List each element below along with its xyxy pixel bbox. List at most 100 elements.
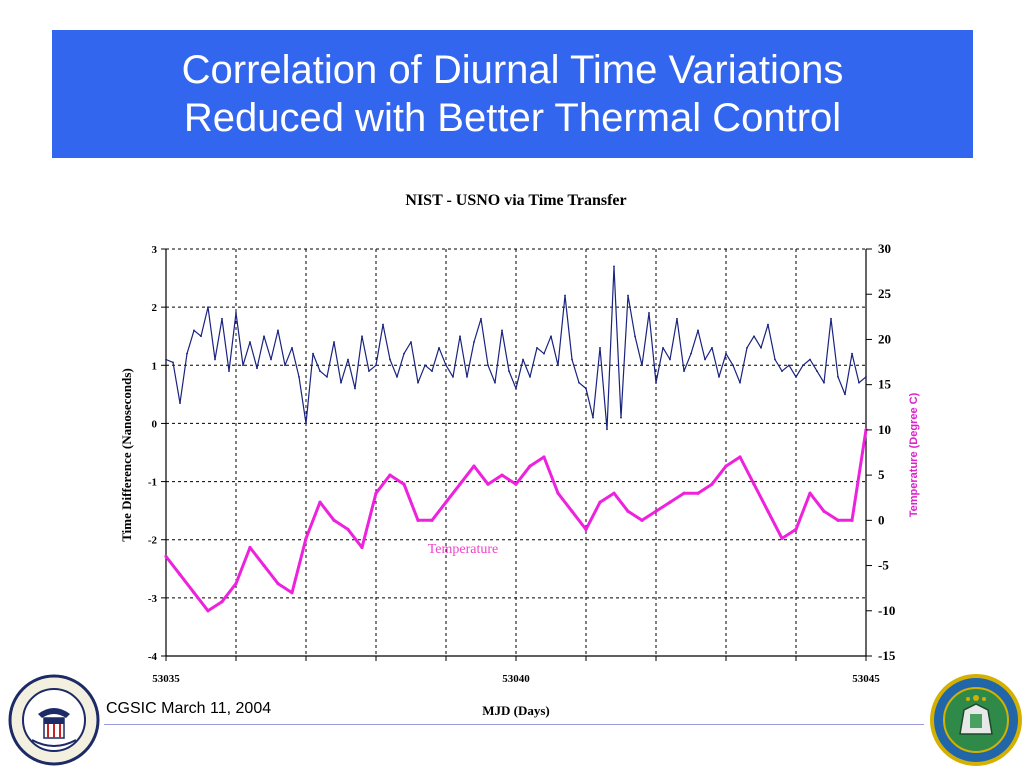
temperature-point [738, 455, 742, 459]
time-difference-point [739, 381, 741, 384]
temperature-point [458, 482, 462, 486]
time-difference-point [837, 376, 839, 378]
slide-title-line-1: Correlation of Diurnal Time Variations [181, 48, 844, 92]
temperature-point [612, 491, 616, 495]
y2-tick-label: 30 [878, 241, 891, 256]
y-tick-label: 1 [152, 360, 158, 372]
time-difference-point [193, 329, 195, 332]
time-difference-point [221, 317, 223, 320]
y-axis-label: Time Difference (Nanoseconds) [119, 368, 134, 542]
temperature-point [794, 527, 798, 531]
time-difference-point [235, 312, 237, 314]
time-difference-point [298, 376, 300, 378]
time-difference-point [746, 346, 748, 349]
time-difference-point [312, 352, 314, 355]
time-difference-point [767, 323, 769, 326]
time-difference-point [403, 352, 405, 355]
temperature-point [514, 482, 518, 486]
y-tick-label: 3 [152, 244, 158, 256]
time-difference-point [697, 329, 699, 332]
temperature-point [346, 527, 350, 531]
time-difference-point [655, 381, 657, 384]
time-difference-point [592, 416, 594, 419]
temperature-point [654, 509, 658, 513]
time-difference-point [214, 358, 216, 361]
temperature-point [206, 609, 210, 613]
y-tick-label: 0 [152, 418, 158, 430]
title-banner: Correlation of Diurnal Time Variations R… [52, 30, 973, 158]
time-difference-point [648, 312, 650, 314]
x-tick-label: 53045 [852, 673, 880, 685]
time-difference-point [515, 387, 517, 390]
temperature-point [430, 518, 434, 522]
time-difference-point [606, 428, 608, 431]
temperature-point [332, 518, 336, 522]
time-difference-point [564, 294, 566, 297]
chart-series [164, 265, 868, 613]
time-difference-point [718, 376, 720, 378]
y2-tick-label: -15 [878, 648, 896, 663]
time-difference-point [809, 358, 811, 361]
time-difference-point [375, 364, 377, 367]
time-difference-point [172, 361, 174, 364]
temperature-point [262, 563, 266, 568]
temperature-point [598, 500, 602, 504]
time-difference-point [270, 358, 272, 361]
time-difference-point [165, 358, 167, 361]
time-difference-point [557, 364, 559, 367]
time-difference-point [536, 346, 538, 349]
footer-text: CGSIC March 11, 2004 [106, 700, 272, 717]
x-tick-label: 53040 [502, 673, 530, 685]
time-difference-point [676, 317, 678, 320]
time-difference-point [200, 335, 202, 338]
time-difference-point [753, 335, 755, 338]
time-difference-point [417, 381, 419, 384]
time-difference-point [599, 346, 601, 349]
temperature-point [836, 518, 840, 522]
time-difference-point [284, 364, 286, 367]
temperature-point [290, 591, 294, 595]
time-difference-point [207, 306, 209, 309]
temperature-point [696, 491, 700, 495]
time-difference-point [543, 352, 545, 355]
y2-tick-label: 0 [878, 512, 885, 527]
time-difference-point [634, 335, 636, 338]
temperature-point [500, 473, 504, 477]
temperature-point [374, 491, 378, 495]
time-difference-point [228, 370, 230, 372]
time-difference-point [340, 381, 342, 384]
time-difference-point [487, 364, 489, 367]
time-difference-point [249, 341, 251, 343]
time-difference-point [550, 335, 552, 338]
temperature-point [668, 500, 672, 504]
time-difference-point [291, 346, 293, 349]
time-difference-point [613, 265, 615, 268]
time-difference-point [788, 364, 790, 367]
temperature-point [850, 518, 854, 522]
time-difference-point [480, 317, 482, 320]
time-difference-point [585, 387, 587, 390]
state-seal-icon [930, 674, 1022, 766]
temperature-point [752, 482, 756, 486]
temperature-point [626, 509, 630, 513]
time-difference-point [802, 364, 804, 367]
time-difference-point [704, 358, 706, 361]
chart-grid [166, 248, 866, 656]
time-difference-point [368, 370, 370, 372]
time-difference-point [389, 358, 391, 361]
time-difference-point [760, 346, 762, 349]
time-difference-point [326, 376, 328, 378]
temperature-point [780, 536, 784, 541]
temperature-point [416, 518, 420, 522]
time-difference-point [305, 422, 307, 425]
time-difference-point [452, 376, 454, 378]
y2-tick-label: 20 [878, 331, 891, 346]
temperature-point [388, 473, 392, 477]
time-difference-point [438, 346, 440, 349]
x-axis-label: MJD (Days) [482, 703, 550, 718]
temperature-point [724, 464, 728, 468]
time-difference-point [347, 358, 349, 361]
time-difference-point [263, 335, 265, 338]
y-tick-label: -4 [148, 651, 158, 663]
temperature-point [234, 582, 238, 586]
